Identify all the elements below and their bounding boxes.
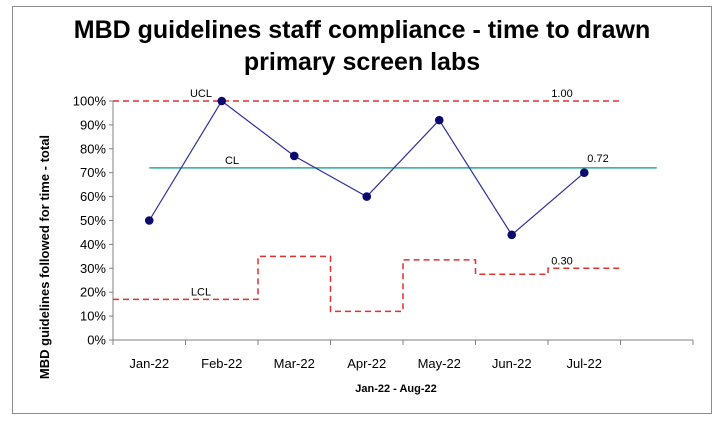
- y-tick-label: 0%: [87, 333, 106, 348]
- y-tick-label: 10%: [80, 309, 106, 324]
- y-tick-label: 60%: [80, 189, 106, 204]
- data-point: [289, 151, 299, 161]
- data-point: [434, 115, 444, 125]
- y-tick-label: 30%: [80, 261, 106, 276]
- axes: 0% 10% 20% 30% 40% 50% 60% 70% 80% 90% 100% Jan-22 F…: [73, 94, 694, 371]
- y-tick-label: 90%: [80, 117, 106, 132]
- cl-label: CL: [225, 155, 239, 167]
- data-point: [507, 230, 517, 240]
- data-point: [362, 192, 372, 201]
- chart-title: MBD guidelines staff compliance - time t…: [12, 14, 712, 78]
- x-tick-label: Apr-22: [347, 356, 386, 371]
- x-axis-title: Jan-22 - Aug-22: [355, 383, 437, 395]
- chart-title-line-1: MBD guidelines staff compliance - time t…: [73, 16, 651, 44]
- y-tick-label: 100%: [73, 94, 107, 109]
- control-limits: [113, 100, 657, 313]
- y-tick-label: 50%: [80, 213, 106, 228]
- ucl-value-label: 1.00: [551, 88, 572, 100]
- data-point: [217, 96, 227, 106]
- y-tick-label: 40%: [80, 237, 106, 252]
- ucl-label: UCL: [190, 88, 212, 100]
- chart-labels: Jan-22 - Aug-22 MBD guidelines followed f…: [37, 88, 609, 395]
- chart-frame: [12, 6, 712, 414]
- x-tick-label: Jan-22: [129, 356, 169, 371]
- x-tick-label: Mar-22: [274, 356, 315, 371]
- y-tick-label: 20%: [80, 285, 106, 300]
- y-tick-label: 70%: [80, 165, 106, 180]
- lcl-line: [113, 255, 621, 313]
- y-tick-label: 80%: [80, 141, 106, 156]
- lcl-label: LCL: [191, 286, 211, 298]
- y-axis-title: MBD guidelines followed for time - total: [37, 135, 52, 379]
- x-tick-label: Feb-22: [201, 356, 242, 371]
- data-point: [579, 168, 589, 177]
- data-point: [144, 216, 154, 225]
- x-tick-label: Jul-22: [567, 356, 602, 371]
- x-tick-label: Jun-22: [492, 356, 532, 371]
- series-compliance: [144, 96, 589, 240]
- cl-value-label: 0.72: [587, 153, 608, 165]
- x-tick-label: May-22: [418, 356, 461, 371]
- lcl-value-label: 0.30: [551, 255, 572, 267]
- chart-title-line-2: primary screen labs: [243, 48, 481, 76]
